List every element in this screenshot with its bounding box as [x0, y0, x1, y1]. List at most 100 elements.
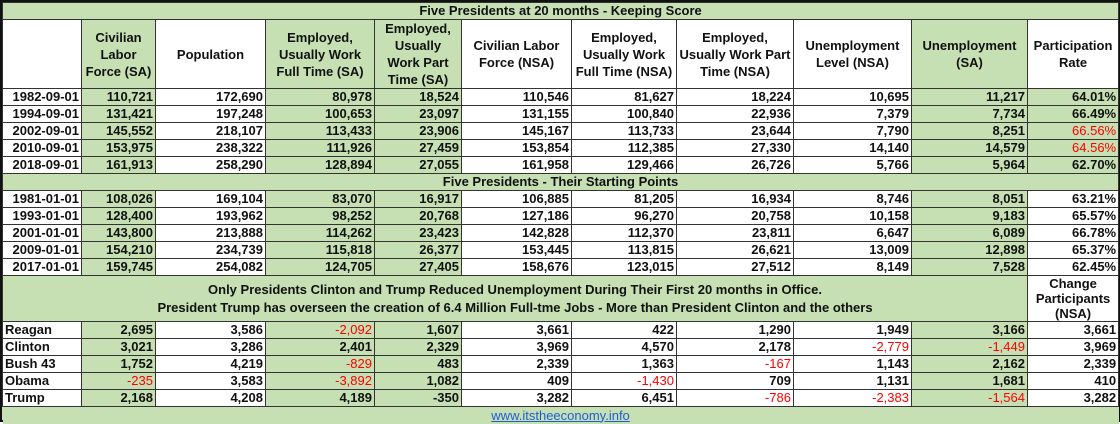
table-cell: 1,752 — [82, 356, 156, 373]
table-cell: 4,570 — [572, 339, 677, 356]
table-cell: 161,958 — [462, 157, 572, 174]
table-cell: 709 — [677, 373, 794, 390]
table-cell: 111,926 — [266, 140, 375, 157]
table-cell: 62.45% — [1028, 259, 1119, 276]
table-cell: 16,934 — [677, 191, 794, 208]
table-cell: -1,449 — [912, 339, 1028, 356]
table-cell: 14,140 — [794, 140, 912, 157]
table-cell: 6,647 — [794, 225, 912, 242]
table-cell: 218,107 — [156, 123, 266, 140]
table-cell: 128,400 — [82, 208, 156, 225]
table-cell: 14,579 — [912, 140, 1028, 157]
table-cell: 5,964 — [912, 157, 1028, 174]
row-label: 2001-01-01 — [3, 225, 82, 242]
table-cell: 26,377 — [375, 242, 462, 259]
table-cell: 4,189 — [266, 390, 375, 407]
table-cell: 2,339 — [462, 356, 572, 373]
table-cell: 10,158 — [794, 208, 912, 225]
table-cell: 3,661 — [1028, 322, 1119, 339]
column-header: Unemployment Level (NSA) — [794, 20, 912, 89]
table-cell: 161,913 — [82, 157, 156, 174]
table-cell: 27,405 — [375, 259, 462, 276]
table-cell: 145,552 — [82, 123, 156, 140]
table-cell: 63.21% — [1028, 191, 1119, 208]
table-cell: 106,885 — [462, 191, 572, 208]
column-header: Employed, Usually Work Full Time (NSA) — [572, 20, 677, 89]
table-cell: 115,818 — [266, 242, 375, 259]
table-cell: 27,459 — [375, 140, 462, 157]
summary-message: Only Presidents Clinton and Trump Reduce… — [3, 276, 1028, 322]
table-cell: 7,379 — [794, 106, 912, 123]
table-cell: 1,143 — [794, 356, 912, 373]
table-cell: 238,322 — [156, 140, 266, 157]
table-cell: 254,082 — [156, 259, 266, 276]
table-cell: 26,621 — [677, 242, 794, 259]
table-cell: 172,690 — [156, 89, 266, 106]
table-cell: 81,627 — [572, 89, 677, 106]
table-cell: -2,092 — [266, 322, 375, 339]
table-cell: 10,695 — [794, 89, 912, 106]
table-cell: 22,936 — [677, 106, 794, 123]
table-cell: 2,339 — [1028, 356, 1119, 373]
table-cell: 23,423 — [375, 225, 462, 242]
table-cell: 98,252 — [266, 208, 375, 225]
table-cell: -3,892 — [266, 373, 375, 390]
table-cell: 112,385 — [572, 140, 677, 157]
summary-line-2: President Trump has overseen the creatio… — [5, 299, 1025, 317]
table-cell: 12,898 — [912, 242, 1028, 259]
table-cell: -350 — [375, 390, 462, 407]
table-cell: 6,089 — [912, 225, 1028, 242]
table-cell: 1,290 — [677, 322, 794, 339]
table-cell: 4,208 — [156, 390, 266, 407]
table-cell: 159,745 — [82, 259, 156, 276]
table-cell: 66.56% — [1028, 123, 1119, 140]
table-cell: 3,286 — [156, 339, 266, 356]
table-cell: 2,162 — [912, 356, 1028, 373]
website-link[interactable]: www.itstheeconomy.info — [491, 408, 630, 423]
table-cell: 3,969 — [462, 339, 572, 356]
table-cell: 124,705 — [266, 259, 375, 276]
row-label: 2018-09-01 — [3, 157, 82, 174]
table-cell: -235 — [82, 373, 156, 390]
table-cell: 23,644 — [677, 123, 794, 140]
table-cell: 64.56% — [1028, 140, 1119, 157]
table-cell: 197,248 — [156, 106, 266, 123]
table-cell: 100,653 — [266, 106, 375, 123]
table-cell: -167 — [677, 356, 794, 373]
row-label: Bush 43 — [3, 356, 82, 373]
table-cell: 258,290 — [156, 157, 266, 174]
table-cell: 7,528 — [912, 259, 1028, 276]
table-cell: 158,676 — [462, 259, 572, 276]
table-cell: 5,766 — [794, 157, 912, 174]
table-cell: 483 — [375, 356, 462, 373]
row-label: 2017-01-01 — [3, 259, 82, 276]
table-cell: 145,167 — [462, 123, 572, 140]
table-cell: 27,512 — [677, 259, 794, 276]
table-cell: 193,962 — [156, 208, 266, 225]
table-cell: 7,790 — [794, 123, 912, 140]
table-cell: 23,097 — [375, 106, 462, 123]
table-cell: 1,082 — [375, 373, 462, 390]
row-label: 2009-01-01 — [3, 242, 82, 259]
table-cell: 2,401 — [266, 339, 375, 356]
row-label: 2002-09-01 — [3, 123, 82, 140]
row-label: 1981-01-01 — [3, 191, 82, 208]
table-cell: 1,363 — [572, 356, 677, 373]
table-cell: 26,726 — [677, 157, 794, 174]
table-cell: 153,975 — [82, 140, 156, 157]
table-cell: 18,524 — [375, 89, 462, 106]
table-cell: 20,758 — [677, 208, 794, 225]
table-cell: 3,282 — [1028, 390, 1119, 407]
table-cell: 8,051 — [912, 191, 1028, 208]
column-header: Civilian Labor Force (NSA) — [462, 20, 572, 89]
row-label: Obama — [3, 373, 82, 390]
